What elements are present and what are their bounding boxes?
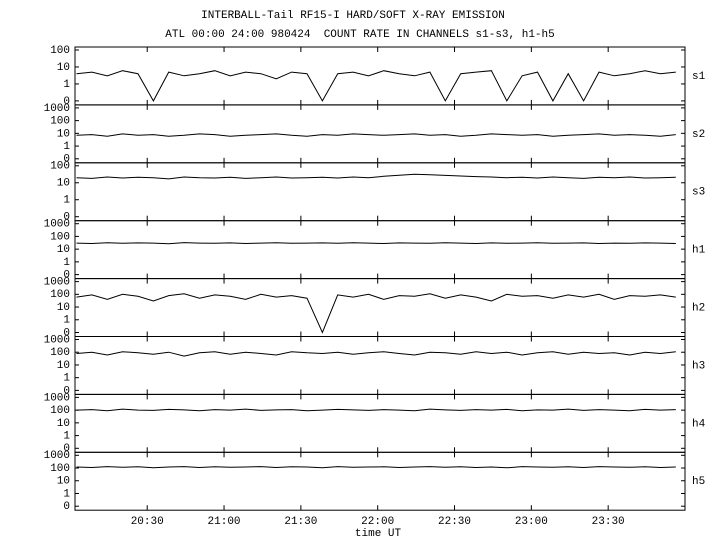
y-tick-label: 10 — [57, 62, 70, 74]
y-tick-label: 1000 — [44, 334, 70, 346]
y-tick-label: 0 — [63, 212, 70, 224]
y-tick-label: 1000 — [44, 450, 70, 462]
series-label: s1 — [692, 71, 706, 83]
y-tick-label: 1000 — [44, 103, 70, 115]
x-tick-label: 22:30 — [438, 516, 471, 528]
y-tick-label: 1000 — [44, 392, 70, 404]
series-label: h3 — [692, 360, 705, 372]
y-tick-label: 100 — [50, 347, 70, 359]
series-label: h4 — [692, 418, 706, 430]
y-tick-label: 0 — [63, 96, 70, 108]
y-tick-label: 100 — [50, 45, 70, 57]
x-tick-label: 21:00 — [208, 516, 241, 528]
x-tick-label: 21:30 — [284, 516, 317, 528]
y-tick-label: 0 — [63, 327, 70, 339]
chart-subtitle: ATL 00:00 24:00 980424 COUNT RATE IN CHA… — [165, 29, 554, 41]
series-label: h1 — [692, 245, 706, 257]
data-line — [76, 408, 676, 412]
data-line — [76, 242, 676, 245]
y-tick-label: 1 — [63, 79, 70, 91]
y-tick-label: 10 — [57, 178, 70, 190]
y-tick-label: 1 — [63, 195, 70, 207]
y-tick-label: 1000 — [44, 219, 70, 231]
y-tick-label: 1 — [63, 373, 70, 385]
y-tick-label: 1 — [63, 315, 70, 327]
data-line — [76, 466, 676, 469]
y-tick-label: 0 — [63, 501, 70, 513]
y-tick-label: 1 — [63, 488, 70, 500]
series-label: h2 — [692, 302, 705, 314]
x-tick-label: 22:00 — [361, 516, 394, 528]
y-tick-label: 10 — [57, 302, 70, 314]
data-line — [76, 173, 676, 180]
data-line — [76, 351, 676, 357]
y-tick-label: 0 — [63, 385, 70, 397]
y-tick-label: 10 — [57, 418, 70, 430]
x-tick-label: 20:30 — [131, 516, 164, 528]
series-label: s3 — [692, 187, 705, 199]
data-line — [76, 133, 676, 137]
y-tick-label: 0 — [63, 443, 70, 455]
y-tick-label: 0 — [63, 270, 70, 282]
y-tick-label: 100 — [50, 289, 70, 301]
y-tick-label: 100 — [50, 405, 70, 417]
x-tick-label: 23:00 — [515, 516, 548, 528]
series-label: h5 — [692, 476, 705, 488]
y-tick-label: 10 — [57, 244, 70, 256]
y-tick-label: 10 — [57, 128, 70, 140]
data-line — [76, 293, 676, 334]
x-tick-label: 23:30 — [592, 516, 625, 528]
y-tick-label: 1 — [63, 141, 70, 153]
y-tick-label: 10 — [57, 476, 70, 488]
y-tick-label: 0 — [63, 154, 70, 166]
y-tick-label: 1000 — [44, 277, 70, 289]
y-tick-label: 1 — [63, 257, 70, 269]
y-tick-label: 10 — [57, 360, 70, 372]
y-tick-label: 100 — [50, 116, 70, 128]
x-axis-label: time UT — [355, 528, 402, 540]
y-tick-label: 100 — [50, 463, 70, 475]
y-tick-label: 1 — [63, 430, 70, 442]
series-label: s2 — [692, 129, 705, 141]
data-line — [76, 70, 676, 102]
y-tick-label: 100 — [50, 161, 70, 173]
chart-title: INTERBALL-Tail RF15-I HARD/SOFT X-RAY EM… — [201, 10, 505, 22]
y-tick-label: 100 — [50, 231, 70, 243]
